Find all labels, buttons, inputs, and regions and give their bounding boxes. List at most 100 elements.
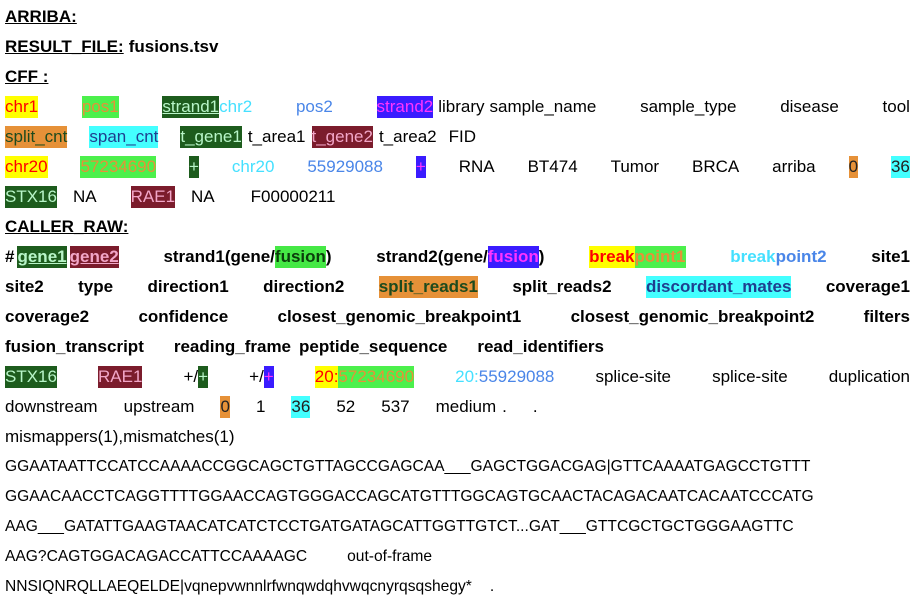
text-run: break [589,246,635,268]
text-run: library [438,97,485,116]
text-run: peptide_sequence [299,337,448,356]
text-run: coverage1 [825,277,910,296]
line: split_cnt span_cnt t_gene1 t_area1 t_gene2 t_… [5,122,476,152]
text-run: RESULT_FILE: [5,37,124,56]
text-run: NNSIQNRQLLAEQELDE|vqnepvwnnlrfwnqwdqhvwq… [5,578,472,595]
text-run: strand2 [376,96,434,118]
text-run: GGAATAATTCCATCCAAAACCGGCAGCTGTTAGCCGAGCA… [5,458,811,475]
text-run: RAE1 [130,186,176,208]
text-run: NA [191,187,215,206]
line: GGAATAATTCCATCCAAAACCGGCAGCTGTTAGCCGAGCA… [5,452,810,482]
text-run: type [78,277,114,296]
text-run: strand1(gene/ [163,247,275,266]
text-run: tool [882,97,910,116]
text-group: +/+ [249,366,274,388]
line: downstream upstream 0 1 36 52 537 medium.. [5,392,538,422]
text-run: . [489,578,495,595]
text-run: medium [435,397,497,416]
text-run: Tumor [610,157,660,176]
text-run: t_gene2 [311,126,373,148]
text-run: fusion_transcript [5,337,144,356]
text-run: chr20 [231,157,275,176]
text-run: coverage2 [5,307,90,326]
text-run: STX16 [5,366,57,388]
text-run: fusion [274,246,326,268]
text-run: . [532,397,538,416]
line: ARRIBA: [5,2,77,32]
text-run: gene2 [69,246,119,268]
line: site2 type direction1 direction2 split_reads… [5,272,910,302]
line: CFF : [5,62,48,92]
text-run: downstream [5,397,98,416]
text-run: 52 [336,397,356,416]
text-run: ) [325,247,332,266]
line: mismappers(1),mismatches(1) [5,422,235,452]
text-run: # [5,247,15,266]
text-run: site2 [5,277,44,296]
text-group: strand1 chr2 [162,96,252,118]
text-run: 36 [890,156,910,178]
text-run: closest_genomic_breakpoint1 [277,307,522,326]
text-group: strand2 library sample_name [376,96,597,118]
text-run: chr2 [219,97,253,116]
line: NNSIQNRQLLAEQELDE|vqnepvwnnlrfwnqwdqhvwq… [5,572,494,602]
text-run: + [415,156,426,178]
line: GGAACAACCTCAGGTTTTGGAACCAGTGGGACCAGCATGT… [5,482,814,512]
text-run: 57234690 [338,366,415,388]
text-run: BRCA [692,157,740,176]
text-run: break [730,247,776,266]
text-run: closest_genomic_breakpoint2 [570,307,815,326]
text-run: BT474 [527,157,578,176]
text-run: mismappers(1),mismatches(1) [5,427,235,446]
text-run: arriba [772,157,816,176]
text-run: filters [863,307,910,326]
text-run: split_reads1 [378,276,478,298]
text-run: + [189,156,199,178]
line: AAG___GATATTGAAGTAACATCATCTCCTGATGATAGCA… [5,512,794,542]
text-run: 57234690 [80,156,157,178]
text-run: disease [780,97,839,116]
text-run: fusions.tsv [128,37,219,56]
text-run: confidence [138,307,229,326]
text-run: splice-site [595,367,672,386]
line: AAG?CAGTGGACAGACCATTCCAAAAGC out-of-frame [5,542,432,572]
text-run: point2 [775,247,827,266]
text-run: pos1 [81,96,119,118]
text-run: +/ [249,367,264,386]
line: fusion_transcript reading_frame peptide_se… [5,332,604,362]
line: # gene1 gene2 strand1(gene/fusion) strand2… [5,242,910,272]
text-run: sample_type [640,97,737,116]
text-group: +/+ [184,366,209,388]
text-run: 0 [848,156,859,178]
text-run: ) [538,247,545,266]
line: STX16 NA RAE1 NA F00000211 [5,182,335,212]
text-run: AAG___GATATTGAAGTAACATCATCTCCTGATGATAGCA… [5,518,794,535]
text-run: F00000211 [250,187,336,206]
text-run: upstream [123,397,195,416]
text-run: gene1 [17,246,67,268]
text-run: span_cnt [89,126,159,148]
text-run: split_reads2 [512,277,612,296]
text-run: ARRIBA: [5,7,77,26]
text-run: 55929088 [478,367,555,386]
text-run: + [263,366,274,388]
text-run: RAE1 [98,366,143,388]
text-run: NA [72,187,97,206]
text-run: AAG?CAGTGGACAGACCATTCCAAAAGC [5,548,308,565]
text-run: duplication [828,367,910,386]
text-run: 1 [255,397,266,416]
text-run: sample_name [489,97,597,116]
text-run: reading_frame [173,337,292,356]
text-group: 20: 57234690 [314,366,415,388]
text-group: break point1 [589,246,686,268]
text-run: + [198,366,209,388]
line: STX16 RAE1 +/+ +/+ 20: 57234690 20: 5592908… [5,362,910,392]
text-run: STX16 [5,186,57,208]
text-run: read_identifiers [477,337,604,356]
text-run: t_area2 [378,127,437,146]
text-run: direction2 [263,277,345,296]
text-run: 55929088 [307,157,383,176]
text-run: 20: [455,367,479,386]
text-run: chr20 [5,156,48,178]
text-run: t_gene1 [180,126,242,148]
